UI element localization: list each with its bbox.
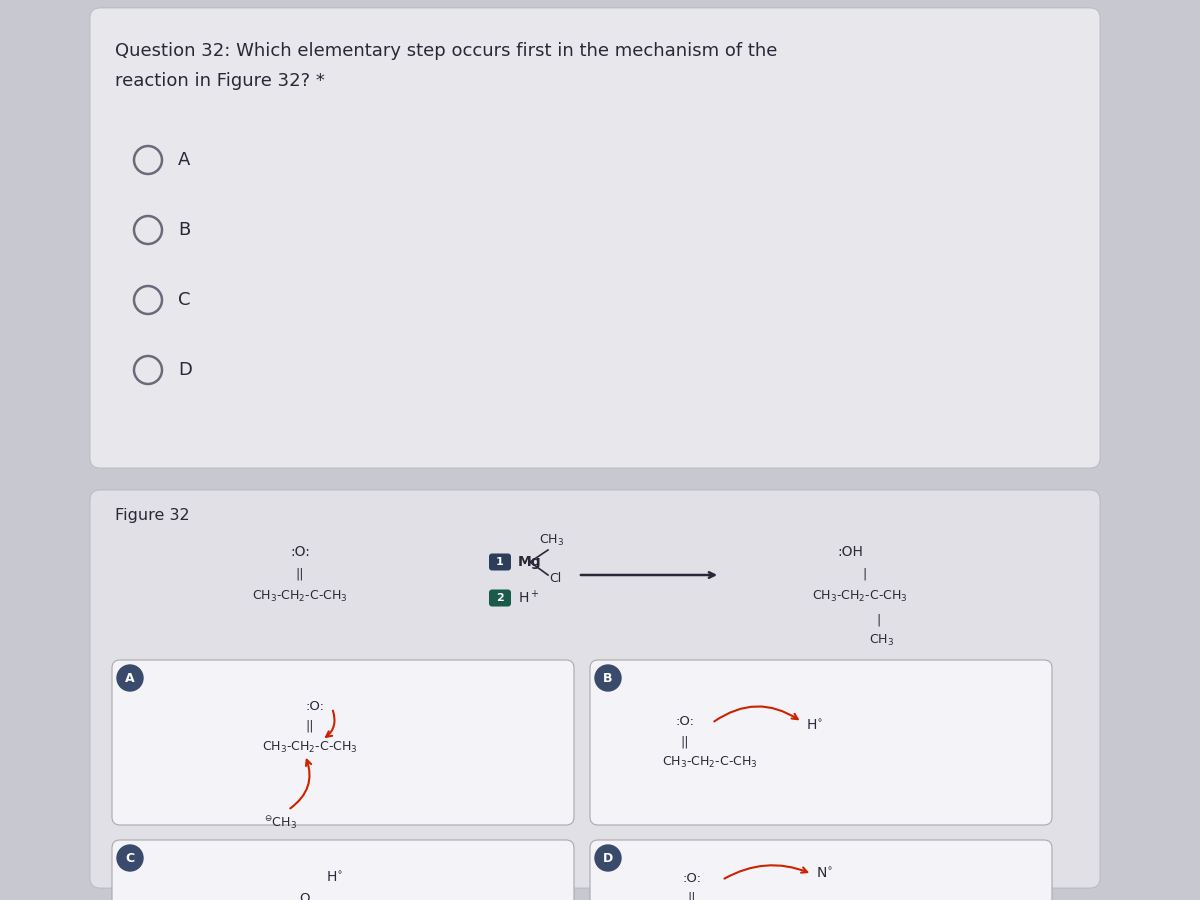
FancyBboxPatch shape (490, 590, 511, 607)
Text: A: A (125, 671, 134, 685)
Circle shape (118, 845, 143, 871)
Text: C: C (178, 291, 191, 309)
Text: CH$_3$-CH$_2$-C-CH$_3$: CH$_3$-CH$_2$-C-CH$_3$ (262, 740, 358, 755)
Text: D: D (178, 361, 192, 379)
Circle shape (595, 845, 622, 871)
FancyBboxPatch shape (490, 554, 511, 571)
Text: B: B (604, 671, 613, 685)
FancyBboxPatch shape (590, 840, 1052, 900)
Text: :O:: :O: (306, 700, 324, 713)
Text: 2: 2 (496, 593, 504, 603)
FancyBboxPatch shape (112, 660, 574, 825)
Text: |: | (863, 567, 868, 580)
Text: CH$_3$-CH$_2$-C-CH$_3$: CH$_3$-CH$_2$-C-CH$_3$ (662, 755, 758, 770)
Text: ||: || (680, 735, 689, 748)
Text: Figure 32: Figure 32 (115, 508, 190, 523)
FancyBboxPatch shape (90, 490, 1100, 888)
FancyBboxPatch shape (112, 840, 574, 900)
Text: :O:: :O: (683, 872, 702, 885)
Text: ||: || (306, 720, 314, 733)
Circle shape (595, 665, 622, 691)
Text: O: O (300, 892, 311, 900)
Text: ||: || (688, 892, 696, 900)
Text: CH$_3$: CH$_3$ (870, 633, 894, 648)
Text: :OH: :OH (838, 545, 863, 559)
Text: A: A (178, 151, 191, 169)
Text: reaction in Figure 32? *: reaction in Figure 32? * (115, 72, 325, 90)
Text: C: C (126, 851, 134, 865)
Text: B: B (178, 221, 191, 239)
Text: CH$_3$-CH$_2$-C-CH$_3$: CH$_3$-CH$_2$-C-CH$_3$ (812, 589, 908, 604)
Text: H$^{\circ}$: H$^{\circ}$ (326, 870, 343, 885)
Text: D: D (602, 851, 613, 865)
Circle shape (118, 665, 143, 691)
Text: CH$_3$: CH$_3$ (540, 533, 564, 547)
Text: :O:: :O: (676, 715, 695, 728)
Text: 1: 1 (496, 557, 504, 567)
Text: H$^+$: H$^+$ (518, 590, 540, 607)
FancyBboxPatch shape (90, 8, 1100, 468)
Text: H$^{\circ}$: H$^{\circ}$ (806, 718, 823, 733)
Text: $^{\ominus}$CH$_3$: $^{\ominus}$CH$_3$ (264, 815, 296, 832)
Text: CH$_3$-CH$_2$-C-CH$_3$: CH$_3$-CH$_2$-C-CH$_3$ (252, 589, 348, 604)
Text: Cl: Cl (548, 572, 562, 584)
Text: :O:: :O: (290, 545, 310, 559)
Text: Mg: Mg (518, 555, 541, 569)
Text: N$^{\circ}$: N$^{\circ}$ (816, 867, 834, 881)
FancyBboxPatch shape (590, 660, 1052, 825)
Text: Question 32: Which elementary step occurs first in the mechanism of the: Question 32: Which elementary step occur… (115, 42, 778, 60)
Text: |: | (876, 613, 880, 626)
Text: ||: || (295, 567, 305, 580)
